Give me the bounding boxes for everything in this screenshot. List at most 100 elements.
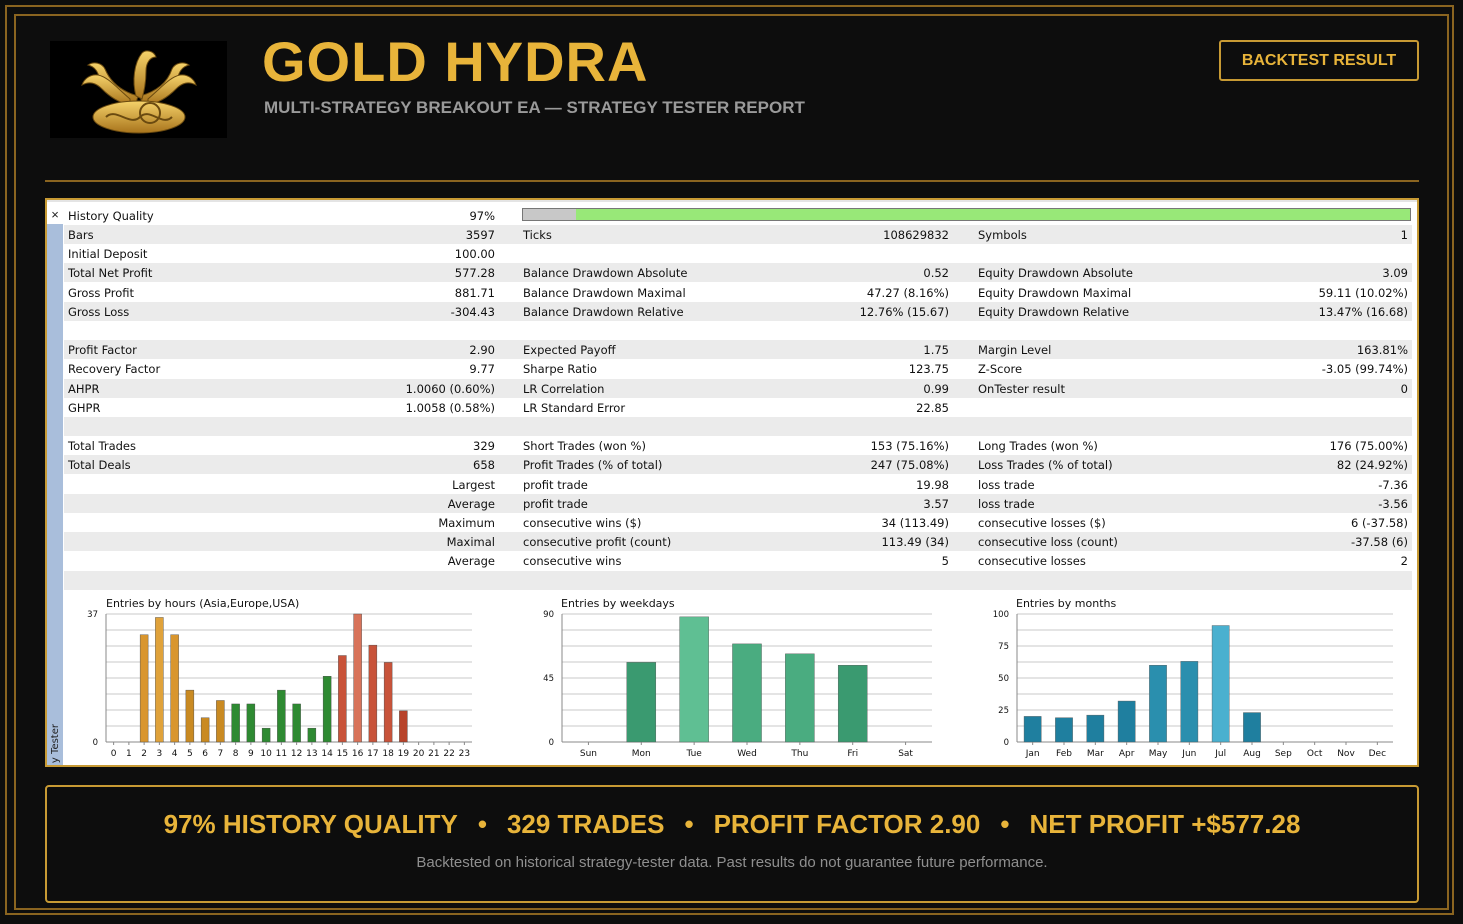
chart-x-tick-label: Sat (898, 749, 913, 759)
history-quality-bar (522, 208, 1411, 221)
value-col2: 247 (75.08%) (870, 458, 949, 473)
label-col1: Total Trades (68, 439, 136, 454)
chart-y-tick-label: 50 (998, 674, 1009, 684)
value-col1: Largest (452, 477, 495, 492)
label-col2: consecutive wins ($) (523, 516, 642, 530)
chart-y-tick-label: 25 (998, 706, 1009, 716)
value-col3: 176 (75.00%) (1329, 439, 1408, 454)
value-col3: 0 (1400, 381, 1408, 396)
inner-frame (14, 14, 1449, 910)
value-col1: 881.71 (454, 285, 495, 300)
value-col3: 163.81% (1356, 343, 1408, 358)
value-col2: 47.27 (8.16%) (866, 285, 949, 300)
chart-bar (292, 703, 301, 743)
chart-x-tick-label: 10 (260, 749, 272, 759)
value-col1: 1.0058 (0.58%) (405, 400, 495, 415)
disclaimer: Backtested on historical strategy-tester… (416, 854, 1048, 871)
value-col2: 1.75 (923, 343, 949, 358)
value-col1: 100.00 (454, 247, 495, 262)
label-col2: profit trade (523, 477, 588, 492)
value-col1: Average (447, 554, 495, 569)
chart-x-tick-label: 5 (187, 749, 193, 759)
value-col3: 82 (24.92%) (1336, 458, 1408, 473)
chart-x-tick-label: 2 (141, 749, 147, 759)
chart-bar (1055, 717, 1073, 743)
chart-x-tick-label: 22 (443, 749, 454, 759)
label-col1: AHPR (68, 381, 100, 396)
chart-x-tick-label: 4 (172, 749, 178, 759)
side-panel-strip: y Tester (47, 206, 63, 765)
value-col2: 113.49 (34) (881, 535, 949, 550)
close-icon[interactable]: × (47, 206, 63, 224)
chart-x-tick-label: 23 (459, 749, 470, 759)
value-col2: 12.76% (15.67) (859, 304, 949, 319)
report-row: Largest profit trade 19.98 loss trade -7.36 (64, 475, 1412, 494)
chart-x-tick-label: Apr (1119, 749, 1135, 759)
chart-x-tick-label: 21 (428, 749, 439, 759)
value-col1: Average (447, 496, 495, 511)
chart-x-tick-label: 16 (352, 749, 364, 759)
chart-y-tick-label: 90 (543, 610, 554, 620)
label-col1: Total Net Profit (68, 266, 153, 281)
chart-bar (368, 644, 378, 743)
stat-history-quality: 97% HISTORY QUALITY (163, 809, 458, 839)
stat-separator: • (477, 809, 487, 839)
backtest-result-badge[interactable]: BACKTEST RESULT (1219, 40, 1419, 81)
history-quality-row: History Quality 97% (64, 206, 1412, 225)
summary-stats: 97% HISTORY QUALITY • 329 TRADES • PROFIT FA… (47, 809, 1417, 840)
hydra-logo (50, 41, 227, 138)
chart-x-tick-label: Aug (1243, 749, 1261, 759)
label-col1: Profit Factor (68, 343, 137, 358)
value-col2: 5 (941, 554, 949, 569)
value-col3: 6 (-37.58) (1350, 516, 1408, 530)
chart-y-tick-label: 37 (87, 610, 98, 620)
label-col2: Profit Trades (% of total) (523, 458, 663, 473)
chart-x-tick-label: 3 (157, 749, 163, 759)
value-col3: -37.58 (6) (1350, 535, 1408, 550)
value-col3: 13.47% (16.68) (1318, 304, 1408, 319)
chart-bar (307, 727, 317, 743)
report-row: Recovery Factor 9.77 Sharpe Ratio 123.75 Z-S… (64, 359, 1412, 378)
report-row (64, 417, 1412, 436)
chart-bar (170, 634, 179, 743)
chart-bar (1117, 700, 1136, 743)
report-row: Gross Profit 881.71 Balance Drawdown Maxim… (64, 283, 1412, 302)
label-col2: Expected Payoff (523, 343, 616, 358)
stat-trades: 329 TRADES (506, 809, 665, 839)
label-col1: Gross Loss (68, 304, 130, 319)
label-col3: Z-Score (978, 362, 1023, 377)
chart-y-tick-label: 0 (93, 738, 98, 748)
chart-x-tick-label: 19 (398, 749, 410, 759)
value-col2: 3.57 (923, 496, 949, 511)
report-top-strip (47, 200, 1417, 202)
label-col2: Ticks (523, 228, 552, 242)
chart-bar (231, 703, 240, 743)
label-col1: Bars (68, 228, 94, 242)
chart-y-tick-label: 0 (549, 738, 554, 748)
page-title: GOLD HYDRA (262, 30, 649, 93)
report-row (64, 321, 1412, 340)
value-col1: Maximal (446, 535, 495, 550)
chart-x-tick-label: 18 (382, 749, 394, 759)
chart-x-tick-label: 20 (413, 749, 425, 759)
chart-x-tick-label: 14 (321, 749, 333, 759)
chart-x-tick-label: Jul (1214, 749, 1226, 759)
strategy-tester-report: y Tester × History Quality 97% Bars 3597 T… (45, 198, 1419, 767)
chart-x-tick-label: Jan (1025, 749, 1040, 759)
chart-bar (216, 700, 225, 743)
chart-bar (1243, 712, 1261, 743)
label-col3: Equity Drawdown Absolute (978, 266, 1134, 281)
chart-y-tick-label: 100 (993, 610, 1009, 620)
chart-x-tick-label: Thu (790, 749, 808, 759)
report-row: Initial Deposit 100.00 (64, 244, 1412, 263)
chart-bar (785, 653, 815, 743)
chart-title: Entries by hours (Asia,Europe,USA) (106, 597, 299, 610)
chart-bar (1180, 661, 1199, 743)
chart-x-tick-label: Wed (737, 749, 757, 759)
chart-bar (277, 689, 286, 743)
value-col1: 9.77 (469, 362, 495, 377)
stat-separator: • (1000, 809, 1010, 839)
value-col3: -7.36 (1378, 477, 1408, 492)
report-row: Average consecutive wins 5 consecutive loss… (64, 551, 1412, 570)
chart-x-tick-label: 7 (218, 749, 224, 759)
